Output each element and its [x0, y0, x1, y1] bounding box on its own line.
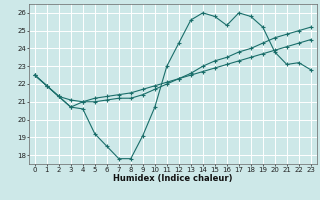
- X-axis label: Humidex (Indice chaleur): Humidex (Indice chaleur): [113, 174, 233, 183]
